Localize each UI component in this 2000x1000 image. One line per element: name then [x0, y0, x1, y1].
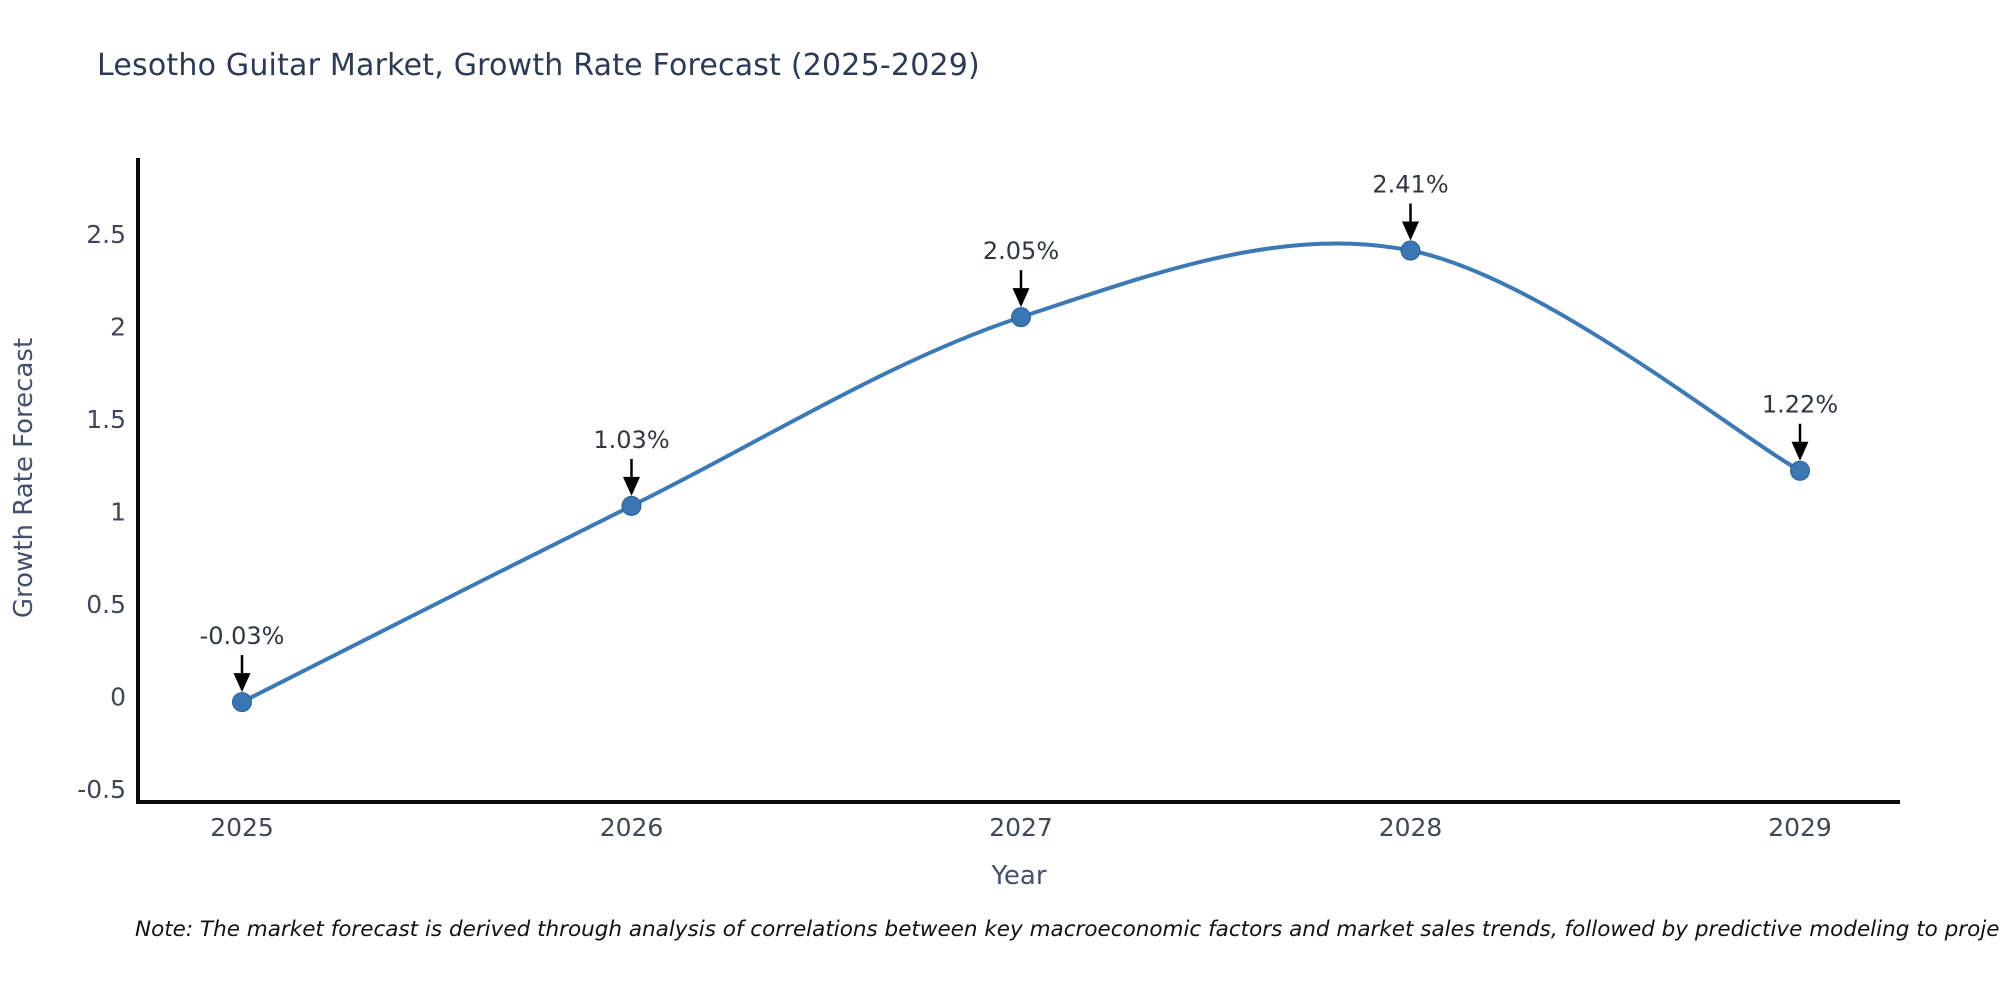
y-tick-label: 2.5: [86, 220, 126, 249]
point-value-label: 2.05%: [983, 237, 1059, 265]
y-tick-label: 0: [110, 683, 126, 712]
point-value-label: -0.03%: [200, 622, 285, 650]
annotation-arrow-head: [1402, 221, 1419, 241]
x-tick-label: 2029: [1768, 813, 1832, 842]
data-point-marker: [1790, 460, 1810, 481]
annotation-arrow-head: [623, 476, 640, 496]
y-tick-label: -0.5: [77, 775, 126, 804]
x-tick-label: 2025: [210, 813, 274, 842]
annotation-arrow-head: [233, 673, 251, 693]
data-point-marker: [621, 495, 642, 516]
annotation-arrow-head: [1791, 441, 1809, 461]
chart-note: Note: The market forecast is derived thr…: [135, 917, 2000, 942]
y-tick-label: 1.5: [86, 405, 126, 434]
point-value-label: 1.22%: [1762, 391, 1838, 419]
x-tick-label: 2026: [600, 813, 664, 842]
y-tick-label: 0.5: [86, 590, 126, 619]
x-tick-label: 2028: [1379, 813, 1443, 842]
data-point-marker: [1400, 240, 1421, 261]
y-tick-label: 1: [110, 497, 126, 526]
chart-title: Lesotho Guitar Market, Growth Rate Forec…: [97, 48, 980, 83]
y-tick-label: 2: [110, 312, 126, 341]
y-axis-title: Growth Rate Forecast: [9, 337, 39, 619]
x-axis-title: Year: [991, 861, 1047, 891]
data-point-marker: [1011, 307, 1031, 328]
point-value-label: 1.03%: [593, 426, 669, 454]
x-tick-label: 2027: [989, 813, 1053, 842]
data-point-marker: [232, 692, 252, 713]
point-value-label: 2.41%: [1372, 171, 1448, 199]
annotation-arrow-head: [1012, 288, 1030, 308]
